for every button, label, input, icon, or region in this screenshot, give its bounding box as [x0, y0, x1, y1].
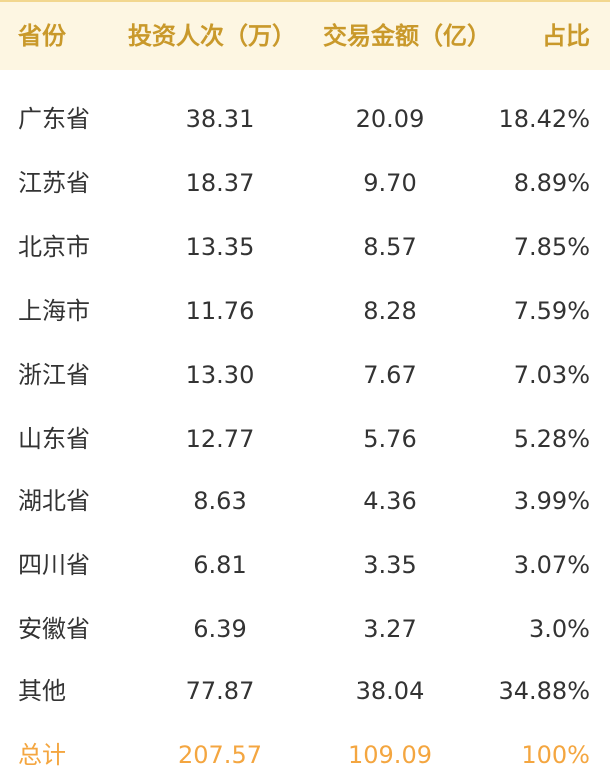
table-row: 上海市 11.76 8.28 7.59% — [0, 299, 610, 327]
table-row: 浙江省 13.30 7.67 7.03% — [0, 363, 610, 391]
table-row: 江苏省 18.37 9.70 8.89% — [0, 171, 610, 199]
amount-cell: 4.36 — [363, 487, 417, 515]
total-ratio: 100% — [521, 741, 590, 769]
amount-cell: 8.28 — [363, 297, 417, 325]
ratio-cell: 3.07% — [513, 551, 590, 579]
amount-cell: 8.57 — [363, 233, 417, 261]
ratio-cell: 7.59% — [513, 297, 590, 325]
amount-cell: 20.09 — [355, 105, 425, 133]
table-row: 其他 77.87 38.04 34.88% — [0, 679, 610, 707]
investors-cell: 77.87 — [185, 677, 255, 705]
table-header: 省份 投资人次（万） 交易金额（亿） 占比 — [0, 0, 610, 70]
ratio-cell: 7.85% — [513, 233, 590, 261]
total-amount: 109.09 — [348, 741, 432, 769]
ratio-cell: 18.42% — [498, 105, 590, 133]
investors-cell: 11.76 — [185, 297, 255, 325]
table-row: 广东省 38.31 20.09 18.42% — [0, 107, 610, 135]
header-investors: 投资人次（万） — [128, 22, 296, 50]
investors-cell: 6.81 — [193, 551, 247, 579]
province-cell: 江苏省 — [18, 169, 90, 197]
investors-cell: 13.35 — [185, 233, 255, 261]
table-row: 湖北省 8.63 4.36 3.99% — [0, 489, 610, 517]
total-label: 总计 — [18, 741, 66, 769]
province-cell: 安徽省 — [18, 615, 90, 643]
table-row: 北京市 13.35 8.57 7.85% — [0, 235, 610, 263]
ratio-cell: 34.88% — [498, 677, 590, 705]
province-cell: 四川省 — [18, 551, 90, 579]
amount-cell: 38.04 — [355, 677, 425, 705]
province-cell: 北京市 — [18, 233, 90, 261]
ratio-cell: 7.03% — [513, 361, 590, 389]
ratio-cell: 5.28% — [513, 425, 590, 453]
investors-cell: 38.31 — [185, 105, 255, 133]
total-row: 总计 207.57 109.09 100% — [0, 743, 610, 771]
table-row: 山东省 12.77 5.76 5.28% — [0, 427, 610, 455]
ratio-cell: 3.99% — [513, 487, 590, 515]
amount-cell: 7.67 — [363, 361, 417, 389]
header-amount: 交易金额（亿） — [323, 22, 491, 50]
ratio-cell: 8.89% — [513, 169, 590, 197]
amount-cell: 3.27 — [363, 615, 417, 643]
ratio-cell: 3.0% — [529, 615, 590, 643]
total-investors: 207.57 — [178, 741, 262, 769]
investors-cell: 6.39 — [193, 615, 247, 643]
investors-cell: 18.37 — [185, 169, 255, 197]
province-cell: 其他 — [18, 677, 66, 705]
investors-cell: 8.63 — [193, 487, 247, 515]
table-row: 安徽省 6.39 3.27 3.0% — [0, 617, 610, 645]
province-cell: 上海市 — [18, 297, 90, 325]
province-cell: 山东省 — [18, 425, 90, 453]
header-province: 省份 — [18, 22, 66, 50]
investors-cell: 13.30 — [185, 361, 255, 389]
table-row: 四川省 6.81 3.35 3.07% — [0, 553, 610, 581]
province-cell: 广东省 — [18, 105, 90, 133]
amount-cell: 9.70 — [363, 169, 417, 197]
header-ratio: 占比 — [542, 22, 590, 50]
province-cell: 浙江省 — [18, 361, 90, 389]
investors-cell: 12.77 — [185, 425, 255, 453]
amount-cell: 3.35 — [363, 551, 417, 579]
amount-cell: 5.76 — [363, 425, 417, 453]
province-cell: 湖北省 — [18, 487, 90, 515]
